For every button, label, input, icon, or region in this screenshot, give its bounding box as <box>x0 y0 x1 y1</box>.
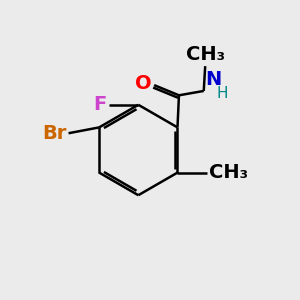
Text: N: N <box>205 70 221 88</box>
Text: O: O <box>135 74 152 93</box>
Text: Br: Br <box>42 124 66 143</box>
Text: CH₃: CH₃ <box>186 45 225 64</box>
Text: H: H <box>217 86 228 101</box>
Text: CH₃: CH₃ <box>209 163 248 182</box>
Text: F: F <box>94 95 107 114</box>
